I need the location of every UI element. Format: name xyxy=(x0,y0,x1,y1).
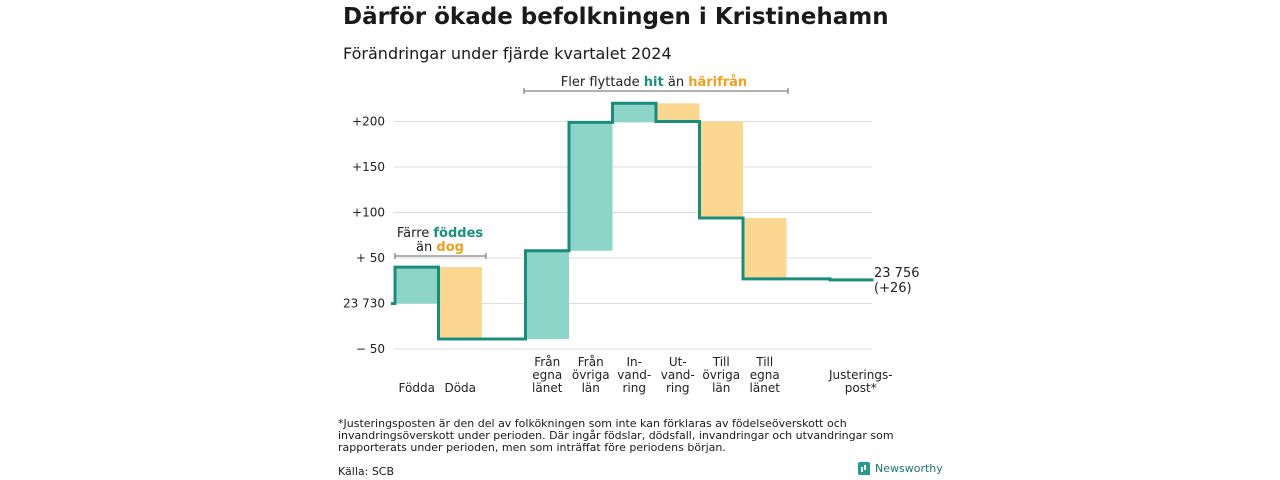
cumulative-step-line xyxy=(391,101,874,341)
x-tick-label: egna xyxy=(532,368,562,382)
x-tick-label: län xyxy=(712,381,730,395)
end-value-label: 23 756 xyxy=(874,266,920,281)
migration-annotation: Fler flyttade hit än härifrån xyxy=(561,75,747,90)
x-tick-label: post* xyxy=(845,381,877,395)
births-text-2: än xyxy=(416,240,436,255)
x-tick-label: Ut- xyxy=(669,355,687,369)
y-tick-label: 23 730 xyxy=(343,297,385,311)
x-tick-label: Döda xyxy=(444,381,476,395)
bar-7 xyxy=(699,121,743,218)
bar-8 xyxy=(743,217,787,279)
x-tick-label: Justerings- xyxy=(828,368,893,382)
births-annotation-line2: än dog xyxy=(416,240,464,255)
chart-subtitle: Förändringar under fjärde kvartalet 2024 xyxy=(343,44,672,63)
x-tick-label: övriga xyxy=(572,368,610,382)
x-tick-label: egna xyxy=(750,368,780,382)
x-tick-label: In- xyxy=(627,355,642,369)
bar-5 xyxy=(612,103,656,123)
source-label: Källa: SCB xyxy=(338,465,395,478)
births-annotation-line1: Färre föddes xyxy=(397,226,484,241)
x-tick-label: län xyxy=(582,381,600,395)
x-tick-label: ring xyxy=(623,381,647,395)
bar-1 xyxy=(395,267,439,304)
x-tick-label: vand- xyxy=(661,368,695,382)
y-tick-label: − 50 xyxy=(356,342,385,356)
x-tick-label: Födda xyxy=(399,381,435,395)
y-tick-label: +200 xyxy=(352,115,385,129)
births-highlight-1: föddes xyxy=(433,226,483,241)
x-tick-label: Från xyxy=(534,355,560,369)
end-value-label: (+26) xyxy=(874,281,912,296)
bar-4 xyxy=(569,122,613,251)
x-tick-label: övriga xyxy=(702,368,740,382)
bar-2 xyxy=(438,267,482,339)
x-tick-label: Till xyxy=(755,355,773,369)
bars xyxy=(395,103,874,339)
x-tick-label: länet xyxy=(750,381,781,395)
y-tick-label: +100 xyxy=(352,206,385,220)
births-highlight-2: dog xyxy=(436,240,464,255)
footnote: *Justeringsposten är den del av folkökni… xyxy=(338,417,894,454)
births-text-1: Färre xyxy=(397,226,434,241)
newsworthy-icon xyxy=(858,462,870,475)
x-tick-label: ring xyxy=(666,381,690,395)
migration-highlight-1: hit xyxy=(644,75,664,90)
x-tick-label: vand- xyxy=(617,368,651,382)
end-label: 23 756(+26) xyxy=(874,266,920,296)
x-tick-label: Till xyxy=(712,355,730,369)
x-axis-labels: Födda DödaFrånegnalänetFrånövrigalänIn-va… xyxy=(399,355,893,395)
migration-text-1: Fler flyttade xyxy=(561,75,644,90)
y-tick-label: +150 xyxy=(352,160,385,174)
bar-6 xyxy=(656,103,700,122)
y-tick-label: + 50 xyxy=(356,251,385,265)
y-axis-ticks: − 50 23 730 + 50 +100 +150 +200 xyxy=(343,115,385,357)
x-tick-label: Från xyxy=(578,355,604,369)
chart-title: Därför ökade befolkningen i Kristinehamn xyxy=(343,4,889,30)
brand-name: Newsworthy xyxy=(875,462,943,475)
bar-3 xyxy=(525,250,569,339)
brand-logo: Newsworthy xyxy=(858,462,943,475)
x-tick-label: länet xyxy=(532,381,563,395)
migration-highlight-2: härifrån xyxy=(688,75,747,90)
migration-text-2: än xyxy=(664,75,688,90)
